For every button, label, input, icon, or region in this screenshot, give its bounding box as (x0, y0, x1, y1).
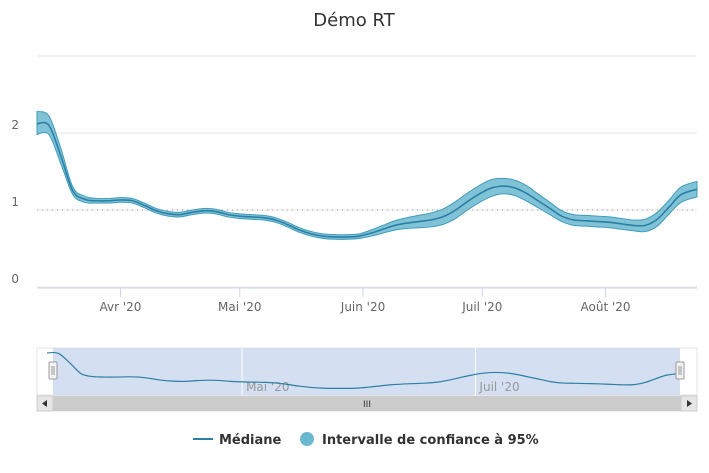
scroll-left-button[interactable] (36, 395, 54, 412)
y-tick-label: 1 (11, 195, 19, 209)
plot-grid (37, 55, 697, 288)
x-tick-label: Août '20 (581, 300, 631, 314)
scroll-right-button[interactable] (680, 395, 698, 412)
y-tick-label: 0 (11, 272, 19, 286)
scrollbar[interactable]: III (36, 395, 698, 412)
chevron-right-icon (687, 400, 692, 407)
handle-body[interactable] (675, 361, 685, 380)
scrollbar-grip-icon: III (363, 400, 371, 410)
x-tick-label: Mai '20 (218, 300, 261, 314)
legend-interval-label: Intervalle de confiance à 95% (322, 433, 539, 448)
scrollbar-thumb[interactable] (53, 396, 681, 411)
chart-title: Démo RT (313, 10, 395, 31)
y-tick-label: 2 (11, 118, 19, 132)
navigator-handle-left[interactable] (48, 361, 58, 380)
x-tick-label: Juil '20 (461, 300, 502, 314)
plot-series (36, 110, 698, 240)
confidence-band[interactable] (36, 110, 698, 240)
legend: Médiane Intervalle de confiance à 95% (193, 432, 539, 448)
plot-axes: 0 1 2 Avr '20 Mai '20 Juin '20 Juil '20 Août '2… (11, 118, 697, 314)
navigator[interactable]: Mai '20 Juil '20 (36, 347, 698, 396)
legend-item-median[interactable]: Médiane (193, 433, 282, 448)
legend-interval-swatch (300, 432, 314, 446)
handle-body[interactable] (48, 361, 58, 380)
chevron-left-icon (42, 400, 47, 407)
navigator-handle-right[interactable] (675, 361, 685, 380)
x-tick-label: Juin '20 (340, 300, 385, 314)
median-line[interactable] (36, 121, 698, 238)
legend-median-label: Médiane (219, 433, 282, 448)
navigator-tick-label: Juil '20 (478, 380, 519, 394)
navigator-series (46, 351, 683, 390)
x-tick-label: Avr '20 (100, 300, 142, 314)
legend-item-interval[interactable]: Intervalle de confiance à 95% (300, 432, 539, 448)
